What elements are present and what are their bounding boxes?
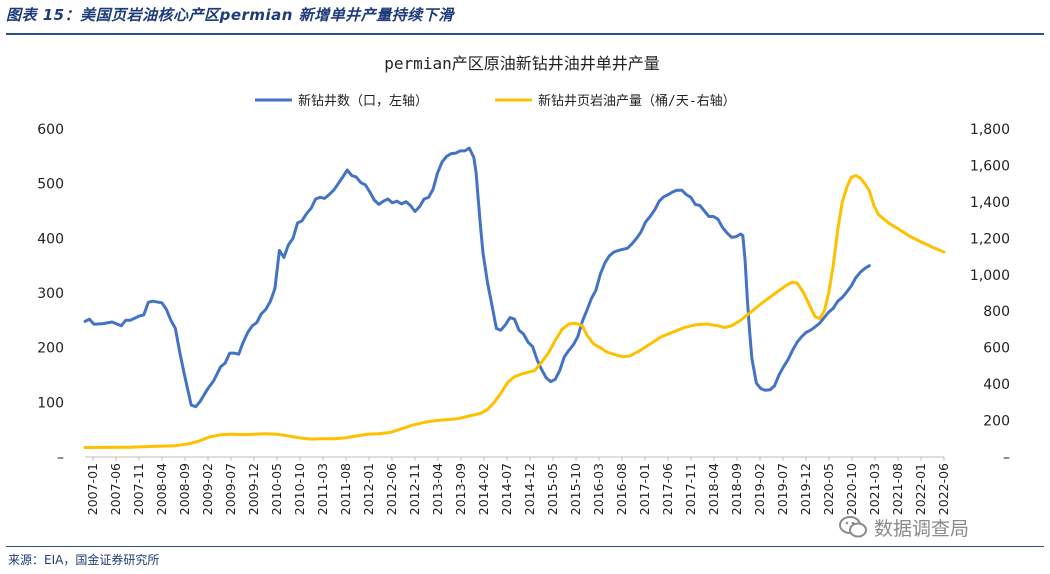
y-left-tick-label: 200 xyxy=(37,341,64,357)
legend-label-wells: 新钻井数（口，左轴） xyxy=(298,93,428,109)
y-right-tick-label: 1,200 xyxy=(970,231,1010,247)
x-tick-label: 2007-06 xyxy=(108,463,123,515)
x-tick-label: 2018-04 xyxy=(706,463,721,515)
y-axis-left: – 100 200 300 400 500 600 xyxy=(37,122,64,466)
watermark: 数据调查局 xyxy=(838,512,969,542)
x-tick-label: 2022-06 xyxy=(936,463,951,515)
series-line-shale-output xyxy=(83,174,946,449)
x-tick-label: 2018-09 xyxy=(729,463,744,515)
x-tick-label: 2016-08 xyxy=(614,463,629,515)
x-tick-label: 2009-02 xyxy=(200,463,215,515)
x-tick-label: 2016-03 xyxy=(591,463,606,515)
footer-divider xyxy=(6,546,1044,547)
x-tick-label: 2019-12 xyxy=(798,463,813,515)
x-tick-label: 2017-06 xyxy=(660,463,675,515)
x-tick-label: 2021-03 xyxy=(867,463,882,515)
y-right-tick-label: – xyxy=(1003,450,1010,466)
x-tick-label: 2012-01 xyxy=(361,463,376,515)
x-tick-label: 2012-06 xyxy=(384,463,399,515)
line-chart: permian产区原油新钻井油井单井产量 新钻井数（口，左轴） 新钻井页岩油产量… xyxy=(37,54,1010,515)
x-tick-label: 2019-07 xyxy=(775,463,790,515)
y-right-tick-label: 600 xyxy=(983,341,1010,357)
x-tick-label: 2022-01 xyxy=(913,463,928,515)
y-left-tick-label: 500 xyxy=(37,177,64,193)
y-left-tick-label: 400 xyxy=(37,231,64,247)
y-right-tick-label: 1,400 xyxy=(970,195,1010,211)
x-tick-label: 2020-05 xyxy=(821,463,836,515)
y-axis-right: – 200 400 600 800 1,000 1,200 1,400 1,600 1,800 xyxy=(970,122,1010,466)
x-tick-label: 2011-08 xyxy=(338,463,353,515)
title-divider xyxy=(6,33,1044,35)
x-tick-label: 2014-07 xyxy=(499,463,514,515)
x-tick-label: 2007-11 xyxy=(131,463,146,515)
x-tick-label: 2009-07 xyxy=(223,463,238,515)
x-tick-label: 2010-10 xyxy=(292,463,307,515)
x-tick-label: 2007-01 xyxy=(85,463,100,515)
x-tick-label: 2012-11 xyxy=(407,463,422,515)
figure-title: 图表 15：美国页岩油核心产区permian 新增单井产量持续下滑 xyxy=(6,6,454,24)
x-tick-label: 2020-10 xyxy=(844,463,859,515)
x-tick-label: 2021-08 xyxy=(890,463,905,515)
legend: 新钻井数（口，左轴） 新钻井页岩油产量（桶/天-右轴） xyxy=(255,93,736,109)
source-note: 来源：EIA，国金证券研究所 xyxy=(8,553,160,567)
series-line-new-wells xyxy=(83,146,871,409)
x-tick-label: 2009-12 xyxy=(246,463,261,515)
x-tick-label: 2017-01 xyxy=(637,463,652,515)
chart-title: permian产区原油新钻井油井单井产量 xyxy=(384,54,659,73)
y-right-tick-label: 400 xyxy=(983,377,1010,393)
legend-label-output: 新钻井页岩油产量（桶/天-右轴） xyxy=(538,93,736,109)
x-tick-label: 2014-12 xyxy=(522,463,537,515)
x-tick-label: 2011-03 xyxy=(315,463,330,515)
x-tick-label: 2019-02 xyxy=(752,463,767,515)
x-tick-label: 2017-11 xyxy=(683,463,698,515)
x-tick-label: 2014-02 xyxy=(476,463,491,515)
x-tick-label: 2008-04 xyxy=(154,463,169,515)
x-tick-label: 2015-10 xyxy=(568,463,583,515)
x-tick-label: 2008-09 xyxy=(177,463,192,515)
y-right-tick-label: 800 xyxy=(983,304,1010,320)
wechat-icon xyxy=(839,516,867,538)
y-right-tick-label: 1,600 xyxy=(970,158,1010,174)
x-tick-label: 2015-05 xyxy=(545,463,560,515)
y-right-tick-label: 1,800 xyxy=(970,122,1010,138)
y-right-tick-label: 1,000 xyxy=(970,268,1010,284)
y-left-tick-label: – xyxy=(57,450,64,466)
y-right-tick-label: 200 xyxy=(983,414,1010,430)
x-axis: 2007-01 2007-06 2007-11 2008-04 2008-09 2009-… xyxy=(85,457,951,515)
y-left-tick-label: 300 xyxy=(37,286,64,302)
y-left-tick-label: 600 xyxy=(37,122,64,138)
watermark-text: 数据调查局 xyxy=(874,517,970,540)
x-tick-label: 2013-04 xyxy=(430,463,445,515)
y-left-tick-label: 100 xyxy=(37,395,64,411)
series-lines xyxy=(83,146,946,449)
x-tick-label: 2013-09 xyxy=(453,463,468,515)
x-tick-label: 2010-05 xyxy=(269,463,284,515)
